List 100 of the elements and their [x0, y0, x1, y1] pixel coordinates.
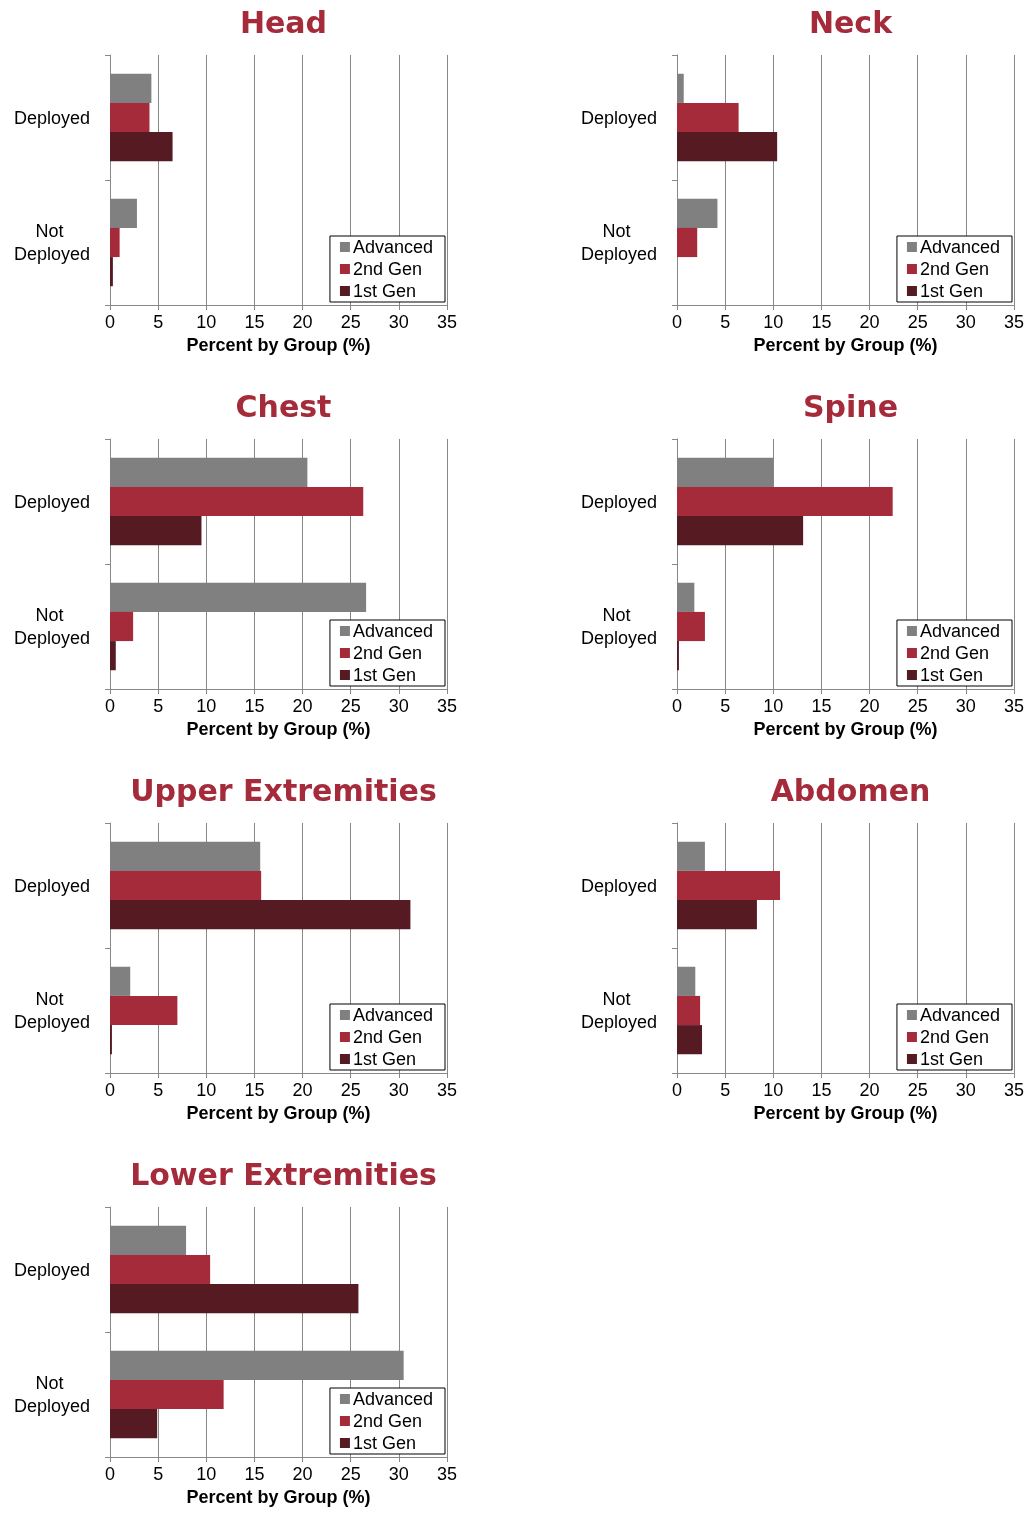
x-tick-label: 20 — [859, 696, 880, 716]
chart-title: Chest — [235, 388, 332, 424]
bar — [110, 995, 178, 1026]
x-axis-title: Percent by Group (%) — [753, 718, 938, 739]
x-tick-label: 10 — [196, 696, 217, 716]
x-tick-label: 0 — [104, 1464, 116, 1484]
x-tick-label: 35 — [1003, 312, 1025, 332]
x-axis-title: Percent by Group (%) — [186, 334, 371, 355]
y-tick-label: Deployed — [13, 1259, 91, 1280]
bar — [110, 1254, 211, 1285]
bar — [677, 486, 893, 517]
x-tick-label: 0 — [671, 1080, 683, 1100]
legend-label: Advanced — [352, 1389, 433, 1409]
bar — [677, 132, 778, 162]
chart-title: Neck — [808, 4, 894, 40]
bar — [677, 1025, 703, 1055]
legend-label: Advanced — [919, 1005, 1000, 1025]
bar — [110, 198, 137, 228]
x-tick-label: 25 — [340, 696, 361, 716]
bar — [677, 102, 739, 133]
chart-title: Lower Extremities — [130, 1156, 437, 1192]
x-tick-label: 5 — [720, 696, 731, 716]
bar — [110, 611, 134, 642]
bar — [677, 841, 705, 871]
x-tick-label: 0 — [671, 312, 683, 332]
x-axis-title: Percent by Group (%) — [753, 1102, 938, 1123]
legend-label: 1st Gen — [919, 665, 983, 685]
bar — [677, 870, 781, 901]
x-tick-label: 10 — [196, 1080, 217, 1100]
y-tick-label: Not Deployed — [13, 605, 91, 648]
legend-label: 1st Gen — [352, 1433, 416, 1453]
x-tick-label: 0 — [104, 1080, 116, 1100]
x-tick-label: 5 — [720, 1080, 731, 1100]
x-axis-title: Percent by Group (%) — [186, 1102, 371, 1123]
bar — [110, 870, 262, 901]
x-tick-label: 20 — [859, 312, 880, 332]
bar — [110, 1409, 158, 1439]
bar — [677, 966, 696, 996]
bar — [110, 900, 411, 930]
x-tick-label: 25 — [907, 696, 928, 716]
y-tick-label: Not Deployed — [580, 989, 658, 1032]
x-tick-label: 20 — [292, 1080, 313, 1100]
y-tick-label: Deployed — [13, 107, 91, 128]
legend-label: 2nd Gen — [352, 259, 422, 279]
x-tick-label: 20 — [292, 1464, 313, 1484]
legend-label: 2nd Gen — [919, 643, 989, 663]
x-tick-label: 15 — [811, 1080, 832, 1100]
legend-label: Advanced — [919, 237, 1000, 257]
bar — [677, 73, 684, 103]
legend-label: 2nd Gen — [352, 643, 422, 663]
legend-label: Advanced — [352, 237, 433, 257]
y-tick-label: Deployed — [580, 107, 658, 128]
legend-label: 1st Gen — [352, 665, 416, 685]
x-tick-label: 5 — [153, 312, 164, 332]
bar — [110, 73, 152, 103]
bar — [677, 198, 718, 228]
y-tick-label: Deployed — [580, 491, 658, 512]
bar — [110, 641, 116, 671]
x-tick-label: 35 — [436, 696, 458, 716]
legend-label: Advanced — [919, 621, 1000, 641]
legend-label: 1st Gen — [352, 1049, 416, 1069]
chart-title: Abdomen — [770, 772, 931, 808]
x-tick-label: 5 — [153, 1080, 164, 1100]
x-tick-label: 25 — [340, 1080, 361, 1100]
x-tick-label: 10 — [763, 312, 784, 332]
x-tick-label: 5 — [720, 312, 731, 332]
x-tick-label: 0 — [104, 312, 116, 332]
x-tick-label: 15 — [244, 1464, 265, 1484]
x-tick-label: 35 — [436, 1464, 458, 1484]
bar — [110, 966, 131, 996]
chart-title: Upper Extremities — [130, 772, 437, 808]
legend-label: Advanced — [352, 621, 433, 641]
x-tick-label: 35 — [1003, 696, 1025, 716]
x-tick-label: 15 — [811, 312, 832, 332]
bar — [110, 486, 364, 517]
x-tick-label: 30 — [955, 312, 976, 332]
bar — [110, 1379, 224, 1410]
x-tick-label: 30 — [955, 1080, 976, 1100]
x-tick-label: 30 — [388, 1464, 409, 1484]
chart-title: Spine — [802, 388, 899, 424]
x-tick-label: 35 — [436, 1080, 458, 1100]
x-tick-label: 25 — [907, 1080, 928, 1100]
legend-label: 2nd Gen — [352, 1027, 422, 1047]
legend-label: 2nd Gen — [919, 1027, 989, 1047]
bar — [677, 227, 698, 258]
legend-label: 2nd Gen — [919, 259, 989, 279]
x-tick-label: 25 — [907, 312, 928, 332]
x-tick-label: 35 — [436, 312, 458, 332]
x-axis-title: Percent by Group (%) — [186, 718, 371, 739]
chart-title: Head — [239, 4, 328, 40]
x-axis-title: Percent by Group (%) — [753, 334, 938, 355]
x-tick-label: 25 — [340, 1464, 361, 1484]
x-tick-label: 20 — [292, 696, 313, 716]
bar — [110, 1284, 359, 1314]
bar — [677, 611, 705, 642]
y-tick-label: Not Deployed — [13, 1373, 91, 1416]
bar — [110, 132, 173, 162]
x-tick-label: 30 — [388, 312, 409, 332]
y-tick-label: Not Deployed — [580, 221, 658, 264]
legend-label: 1st Gen — [919, 1049, 983, 1069]
